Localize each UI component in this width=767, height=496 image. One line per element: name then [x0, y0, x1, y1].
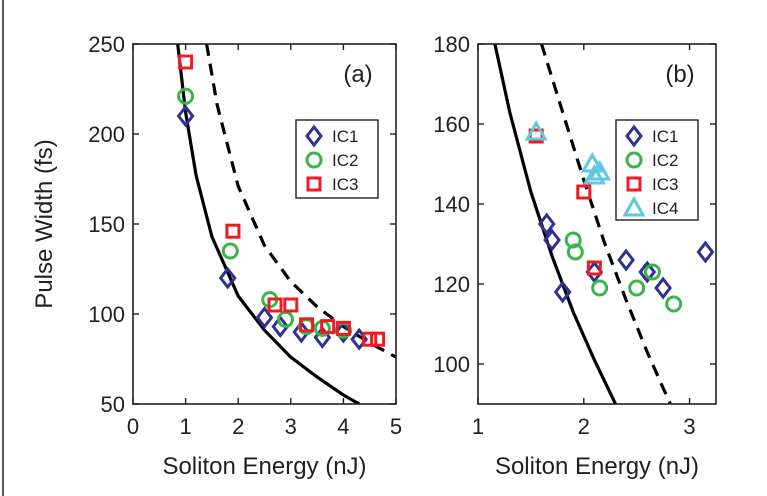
legend-label-ic4: IC4 — [652, 199, 678, 218]
data-point-ic1-3 — [271, 315, 290, 339]
data-point-ic2-0 — [564, 231, 582, 249]
y-tick-label: 160 — [433, 112, 470, 137]
legend-label-ic3: IC3 — [332, 175, 358, 194]
y-tick-label: 250 — [88, 32, 125, 57]
panel-1-dashed-curve — [539, 44, 672, 404]
data-point-ic3-2 — [586, 260, 602, 276]
y-tick-label: 120 — [433, 272, 470, 297]
data-point-ic1-0 — [176, 104, 195, 128]
x-tick-label: 3 — [285, 414, 297, 439]
data-point-ic2-0 — [177, 87, 195, 105]
x-tick-label: 2 — [232, 414, 244, 439]
data-point-ic3-7 — [362, 331, 378, 347]
data-point-ic1-2 — [553, 280, 572, 304]
x-tick-label: 3 — [683, 414, 695, 439]
data-point-ic2-4 — [644, 263, 662, 281]
legend-marker-ic1 — [625, 124, 643, 148]
data-point-ic3-5 — [320, 319, 336, 335]
data-point-ic3-1 — [576, 184, 592, 200]
legend-marker-ic2 — [305, 151, 323, 169]
y-tick-label: 150 — [88, 212, 125, 237]
data-point-ic1-1 — [218, 266, 237, 290]
data-point-ic1-4 — [292, 320, 311, 344]
y-tick-label: 200 — [88, 122, 125, 147]
panel-1-solid-curve — [493, 44, 617, 404]
data-point-ic3-2 — [267, 297, 283, 313]
legend-label-ic3: IC3 — [652, 175, 678, 194]
y-axis-label: Pulse Width (fs) — [31, 139, 58, 308]
data-point-ic4-2 — [582, 163, 606, 185]
data-point-ic2-1 — [221, 242, 239, 260]
legend-box — [295, 119, 379, 199]
data-point-ic2-5 — [665, 295, 683, 313]
panel-0-dashed-curve — [205, 44, 396, 359]
panel-1-frame — [477, 43, 717, 405]
x-axis-label: Soliton Energy (nJ) — [495, 453, 699, 480]
legend-marker-ic2 — [625, 151, 643, 169]
data-point-ic3-3 — [283, 297, 299, 313]
y-tick-label: 140 — [433, 192, 470, 217]
legend-marker-ic4 — [622, 195, 646, 217]
legend-marker-ic3 — [626, 176, 642, 192]
y-tick-label: 100 — [433, 352, 470, 377]
data-point-ic1-0 — [537, 212, 556, 236]
data-point-ic3-6 — [335, 320, 351, 336]
panel-a: 0 1 2 3 4 5 50 100 150 200 250 Soliton Energy (nJ) P… — [31, 32, 402, 480]
panel-label: (b) — [665, 61, 694, 88]
x-tick-label: 4 — [337, 414, 349, 439]
y-tick-label: 50 — [101, 392, 125, 417]
data-point-ic3-1 — [225, 223, 241, 239]
legend-box — [615, 119, 699, 221]
y-tick-label: 180 — [433, 32, 470, 57]
legend-label-ic2: IC2 — [332, 151, 358, 170]
data-point-ic1-5 — [638, 260, 657, 284]
y-tick-label: 100 — [88, 302, 125, 327]
data-point-ic1-6 — [654, 276, 673, 300]
panel-0-solid-curve — [176, 44, 360, 404]
data-point-ic3-4 — [299, 317, 315, 333]
legend-marker-ic3 — [306, 176, 322, 192]
data-point-ic4-3 — [588, 159, 612, 181]
panel-b: 1 2 3 100 120 140 160 180 Soliton Energy (nJ) (b)… — [433, 32, 717, 480]
data-point-ic1-2 — [255, 306, 274, 330]
x-axis-label: Soliton Energy (nJ) — [162, 453, 366, 480]
data-point-ic1-1 — [543, 228, 561, 252]
x-tick-label: 5 — [390, 414, 402, 439]
data-point-ic3-8 — [370, 331, 386, 347]
x-tick-label: 1 — [472, 414, 484, 439]
data-point-ic2-1 — [566, 243, 584, 261]
legend-label-ic1: IC1 — [652, 127, 678, 146]
legend-marker-ic1 — [305, 124, 323, 148]
data-point-ic2-3 — [628, 279, 646, 297]
panel-label: (a) — [343, 61, 372, 88]
data-point-ic1-4 — [617, 248, 635, 272]
data-point-ic3-0 — [178, 54, 194, 70]
x-tick-label: 1 — [179, 414, 191, 439]
legend-label-ic2: IC2 — [652, 151, 678, 170]
legend-label-ic1: IC1 — [332, 127, 358, 146]
data-point-ic2-2 — [591, 279, 609, 297]
data-point-ic4-0 — [524, 119, 548, 141]
x-tick-label: 0 — [127, 414, 139, 439]
x-tick-label: 2 — [578, 414, 590, 439]
data-point-ic1-7 — [696, 240, 715, 264]
